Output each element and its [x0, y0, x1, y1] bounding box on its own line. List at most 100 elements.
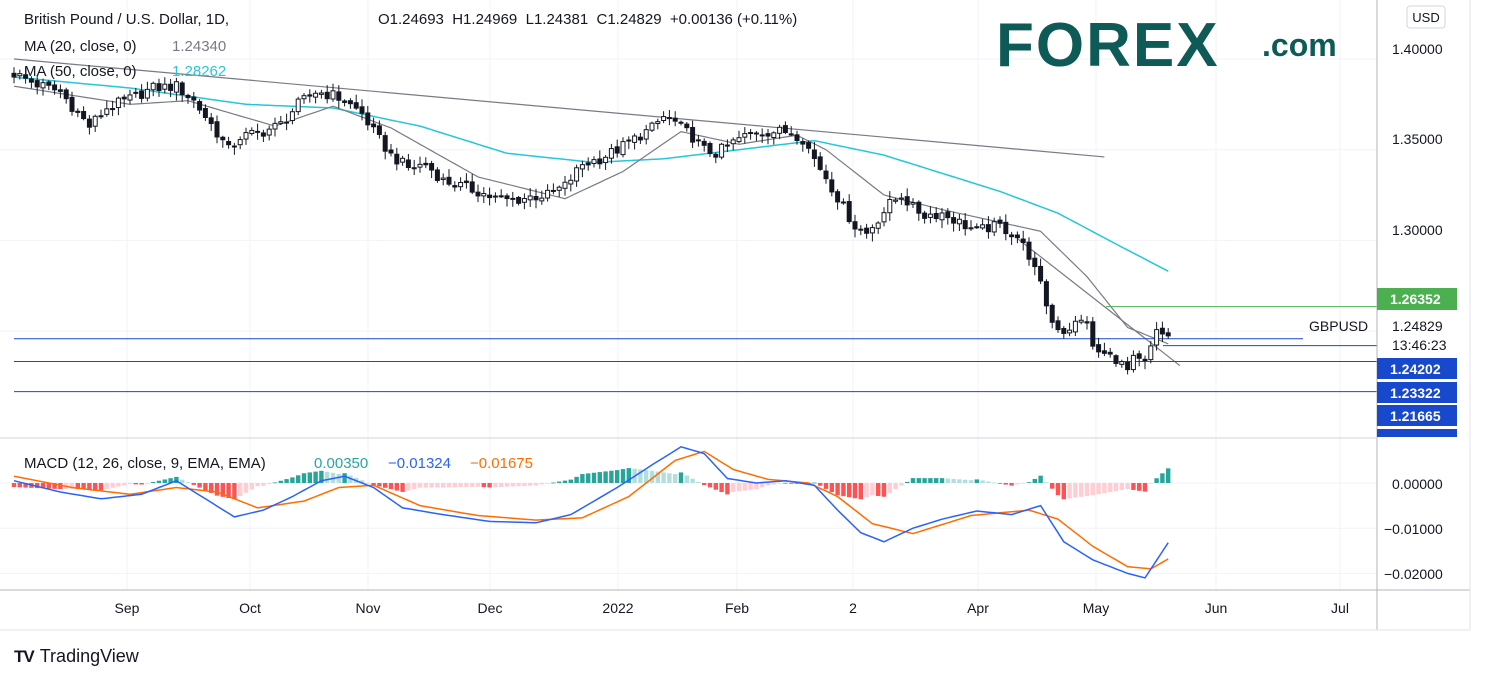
macd-histogram-bar	[81, 483, 86, 490]
macd-histogram-bar	[110, 483, 115, 488]
macd-histogram-bar	[1102, 483, 1107, 494]
candle-up	[736, 137, 742, 143]
candle-down	[1101, 350, 1107, 354]
candle-down	[968, 227, 974, 230]
tradingview-logo-icon: TV	[14, 646, 35, 666]
macd-histogram-bar	[423, 483, 428, 488]
candle-up	[266, 128, 272, 136]
candle-up	[893, 199, 899, 202]
candle-down	[1026, 241, 1032, 260]
candle-down	[342, 100, 348, 103]
macd-histogram-bar	[533, 483, 539, 486]
time-label: 2	[849, 600, 857, 616]
candle-down	[765, 133, 771, 137]
macd-histogram-bar	[145, 483, 150, 484]
level-tag-resistance	[1377, 288, 1457, 310]
macd-histogram-bar	[777, 483, 782, 484]
candle-up	[568, 179, 574, 185]
candle-down	[347, 100, 353, 105]
candle-up	[620, 141, 626, 156]
macd-histogram-bar	[412, 483, 417, 490]
candle-up	[1154, 329, 1160, 346]
time-label: May	[1083, 600, 1109, 616]
macd-histogram-bar	[46, 483, 51, 489]
macd-histogram-bar	[464, 483, 469, 488]
candle-down	[487, 194, 493, 199]
macd-histogram-bar	[214, 483, 220, 496]
candle-up	[927, 213, 933, 218]
time-label: Jul	[1331, 600, 1349, 616]
candle-down	[614, 146, 620, 154]
macd-histogram-bar	[974, 479, 979, 483]
candle-up	[875, 222, 881, 229]
macd-histogram-bar	[858, 483, 863, 500]
candle-up	[898, 197, 904, 200]
candle-down	[463, 180, 469, 184]
macd-histogram-bar	[719, 483, 724, 493]
candle-down	[1159, 327, 1165, 335]
macd-histogram-bar	[823, 483, 829, 489]
macd-histogram-bar	[725, 483, 730, 495]
candle-down	[255, 130, 261, 133]
candle-down	[353, 102, 359, 109]
macd-histogram-bar	[255, 483, 260, 487]
macd-histogram-bar	[394, 483, 399, 491]
macd-histogram-bar	[1119, 483, 1124, 491]
macd-histogram-bar	[905, 481, 910, 483]
candle-down	[81, 111, 87, 120]
candle-down	[666, 117, 672, 120]
candle-down	[69, 96, 75, 112]
macd-histogram-bar	[591, 472, 597, 483]
macd-hist-value: 0.00350	[314, 455, 368, 472]
macd-histogram-bar	[1061, 483, 1066, 500]
macd-histogram-bar	[87, 483, 92, 490]
macd-histogram-bar	[1015, 483, 1020, 485]
candle-up	[330, 90, 336, 100]
price-tick: 1.35000	[1392, 131, 1443, 147]
macd-histogram-bar	[963, 479, 968, 483]
candle-down	[962, 220, 968, 230]
macd-histogram-bar	[359, 480, 365, 483]
candle-up	[742, 133, 748, 138]
candle-down	[475, 191, 481, 197]
candle-up	[579, 164, 585, 170]
macd-histogram-bar	[696, 481, 701, 483]
candle-down	[498, 195, 504, 198]
macd-histogram-bar	[731, 483, 736, 492]
macd-histogram-bar	[1160, 473, 1165, 483]
macd-histogram-bar	[986, 481, 991, 483]
macd-histogram-bar	[156, 480, 162, 483]
macd-histogram-bar	[1050, 483, 1055, 489]
candle-down	[835, 191, 841, 203]
macd-histogram-bar	[127, 483, 133, 485]
macd-histogram-bar	[313, 471, 318, 483]
candle-down	[951, 217, 957, 224]
macd-histogram-bar	[864, 483, 869, 498]
candle-down	[492, 195, 498, 198]
macd-signal-value: −0.01675	[470, 455, 533, 472]
macd-histogram-bar	[510, 483, 515, 487]
macd-histogram-bar	[870, 483, 875, 496]
macd-histogram-bar	[272, 482, 278, 484]
macd-histogram-bar	[673, 474, 678, 483]
candle-up	[1130, 354, 1136, 371]
macd-histogram-bar	[35, 483, 40, 489]
candle-up	[887, 199, 893, 214]
candle-up	[162, 83, 168, 90]
macd-histogram-bar	[754, 483, 759, 490]
currency-box[interactable]	[1406, 5, 1446, 29]
macd-histogram-bar	[458, 483, 463, 488]
macd-histogram-bar	[191, 483, 196, 485]
time-axis: Sep Oct Nov Dec 2022 Feb 2 Apr May Jun Jul	[115, 600, 1349, 616]
candle-up	[956, 218, 962, 225]
macd-histogram-bar	[649, 470, 655, 483]
level-tag-text: 1.24202	[1390, 361, 1441, 377]
candle-up	[481, 193, 487, 197]
candle-down	[226, 141, 232, 146]
macd-histogram-bar	[638, 469, 643, 483]
time-label: Apr	[967, 600, 989, 616]
candle-down	[75, 110, 81, 113]
candle-down	[1009, 234, 1015, 238]
macd-histogram-bar	[562, 480, 568, 483]
